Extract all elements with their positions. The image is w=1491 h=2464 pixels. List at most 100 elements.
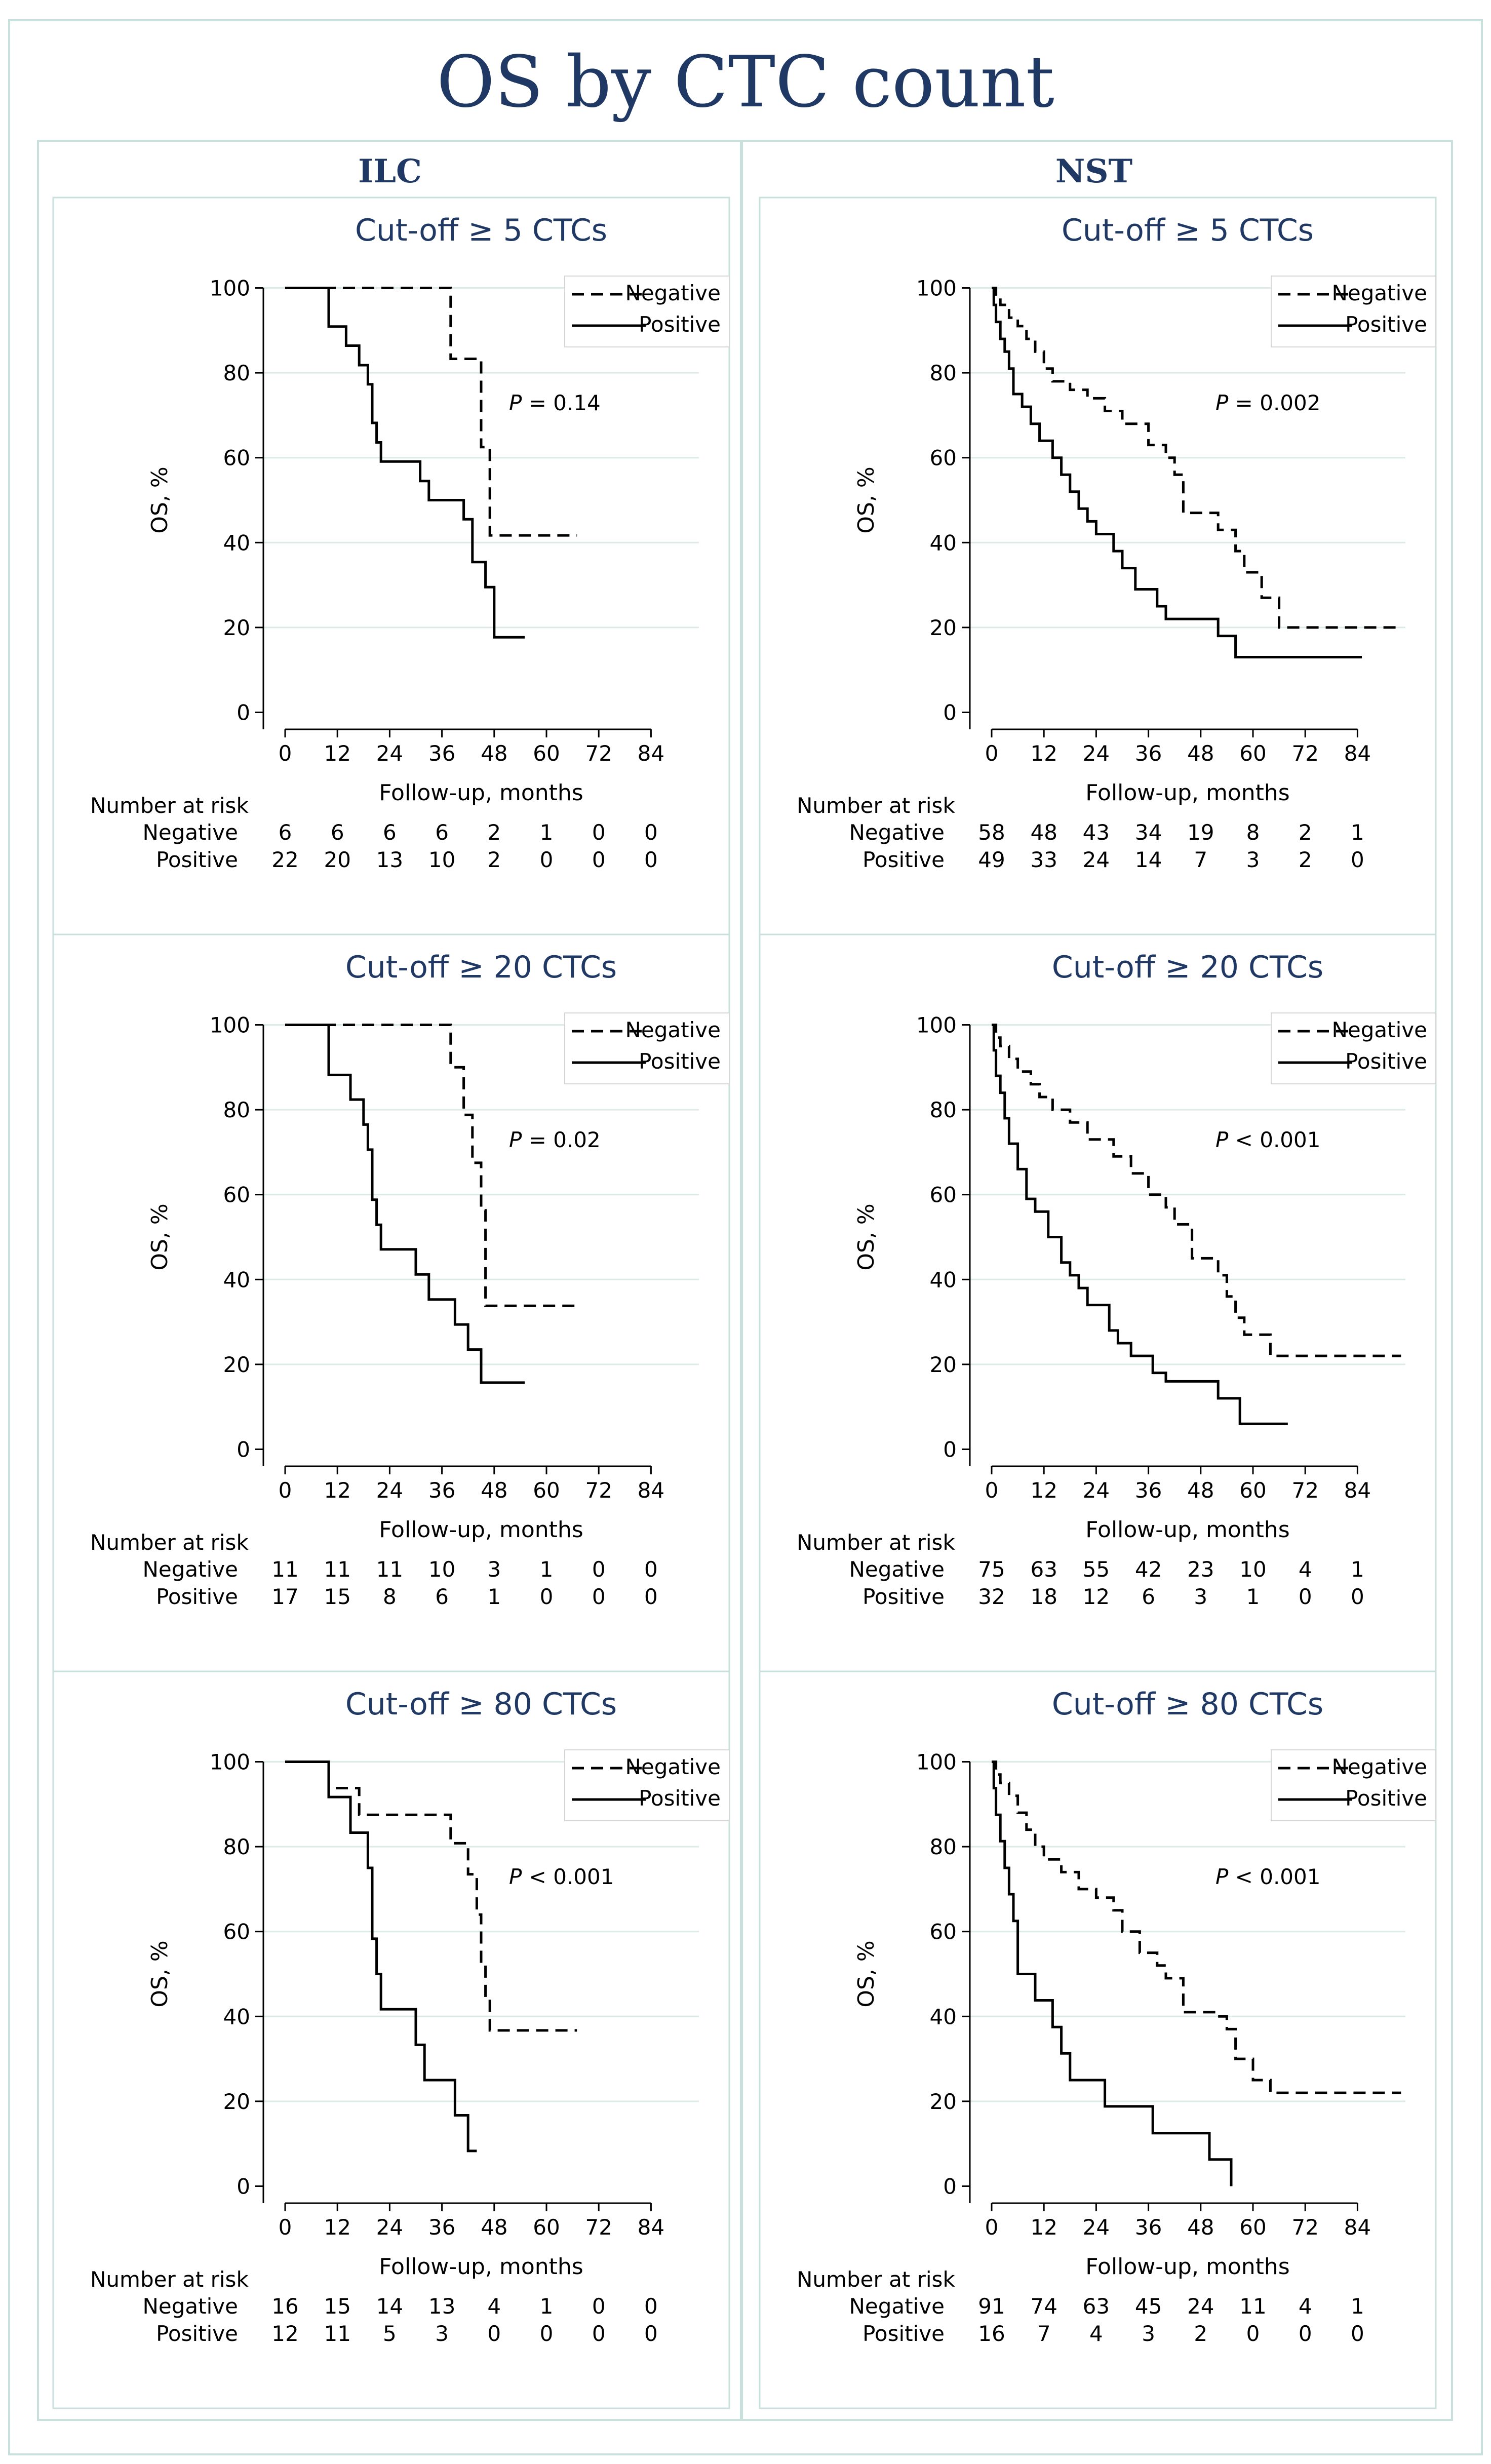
risk-value: 11 [376,1557,403,1582]
risk-value: 0 [592,1584,606,1609]
risk-value: 13 [428,2294,455,2319]
risk-value: 1 [487,1584,501,1609]
legend-label: Negative [1332,1018,1428,1042]
risk-value: 6 [1142,1584,1155,1609]
y-tick-label: 80 [223,1834,250,1859]
risk-value: 4 [1299,2294,1312,2319]
x-tick-label: 48 [481,741,507,766]
y-tick-label: 40 [930,530,957,555]
risk-value: 3 [1246,847,1260,872]
risk-value: 8 [1246,820,1260,845]
risk-row-label: Negative [849,820,945,845]
risk-value: 0 [540,2321,554,2346]
risk-value: 10 [1239,1557,1266,1582]
page-title: OS by CTC count [437,41,1054,124]
x-tick-label: 48 [481,1478,507,1503]
risk-value: 0 [540,847,554,872]
x-tick-label: 84 [1344,2215,1371,2240]
x-axis-label: Follow-up, months [1085,2254,1289,2280]
risk-value: 2 [1299,847,1312,872]
risk-row-label: Positive [156,2321,238,2346]
y-tick-label: 60 [223,446,250,471]
y-axis-label: OS, % [147,1940,173,2007]
risk-value: 0 [644,847,658,872]
risk-value: 11 [1239,2294,1266,2319]
legend-label: Negative [1332,1754,1428,1779]
x-tick-label: 12 [324,1478,350,1503]
km-curve-positive [992,287,1362,658]
risk-value: 63 [1083,2294,1110,2319]
y-tick-label: 60 [930,1183,957,1207]
risk-value: 16 [978,2321,1005,2346]
risk-table-header: Number at risk [90,2267,249,2292]
legend-label: Negative [625,1754,721,1779]
x-tick-label: 60 [1239,2215,1266,2240]
risk-value: 14 [1135,847,1162,872]
risk-row-label: Negative [143,2294,239,2319]
risk-value: 20 [324,847,350,872]
km-curve-negative [285,1761,577,2032]
legend-label: Negative [1332,281,1428,305]
risk-value: 1 [1351,2294,1364,2319]
y-tick-label: 0 [943,1437,957,1462]
risk-table-header: Number at risk [797,793,955,818]
y-tick-label: 40 [223,530,250,555]
risk-value: 1 [540,1557,554,1582]
x-tick-label: 36 [428,1478,455,1503]
km-curve-negative [992,1761,1401,2094]
legend-label: Positive [639,1786,721,1811]
risk-table-header: Number at risk [797,1530,955,1555]
risk-value: 1 [1351,1557,1364,1582]
x-tick-label: 0 [279,2215,292,2240]
x-tick-label: 72 [1291,2215,1318,2240]
risk-row-label: Negative [849,1557,945,1582]
y-axis-label: OS, % [147,466,173,533]
risk-value: 11 [324,2321,350,2346]
y-tick-label: 0 [237,2174,250,2199]
risk-value: 6 [331,820,344,845]
panel-title: Cut-off ≥ 20 CTCs [345,950,617,985]
y-tick-label: 20 [223,615,250,640]
risk-value: 33 [1030,847,1057,872]
y-tick-label: 60 [930,1920,957,1944]
x-tick-label: 12 [324,2215,350,2240]
risk-row-label: Negative [849,2294,945,2319]
x-tick-label: 48 [481,2215,507,2240]
risk-value: 24 [1187,2294,1214,2319]
risk-value: 24 [1083,847,1110,872]
y-tick-label: 80 [930,1098,957,1122]
risk-row-label: Positive [156,1584,238,1609]
y-tick-label: 20 [223,1352,250,1377]
x-tick-label: 60 [533,741,560,766]
risk-value: 15 [324,1584,350,1609]
x-axis-label: Follow-up, months [1085,1517,1289,1543]
risk-value: 0 [592,2321,606,2346]
risk-value: 0 [1351,2321,1364,2346]
km-curve-negative [285,287,577,537]
panel-frame [52,1670,730,2409]
y-tick-label: 80 [930,361,957,385]
risk-value: 91 [978,2294,1005,2319]
x-tick-label: 48 [1187,1478,1214,1503]
km-curve-positive [285,287,525,639]
y-tick-label: 100 [210,276,250,301]
x-tick-label: 12 [1030,1478,1057,1503]
risk-value: 0 [592,1557,606,1582]
x-tick-label: 0 [985,1478,999,1503]
y-axis-label: OS, % [853,466,879,533]
x-tick-label: 24 [376,1478,403,1503]
risk-value: 2 [487,820,501,845]
y-axis-label: OS, % [853,1203,879,1270]
y-tick-label: 20 [930,2089,957,2114]
risk-value: 0 [644,2321,658,2346]
y-tick-label: 20 [930,1352,957,1377]
y-tick-label: 40 [930,1267,957,1292]
x-tick-label: 0 [279,741,292,766]
risk-value: 12 [271,2321,298,2346]
risk-value: 10 [428,847,455,872]
risk-value: 14 [376,2294,403,2319]
y-tick-label: 40 [223,2004,250,2029]
